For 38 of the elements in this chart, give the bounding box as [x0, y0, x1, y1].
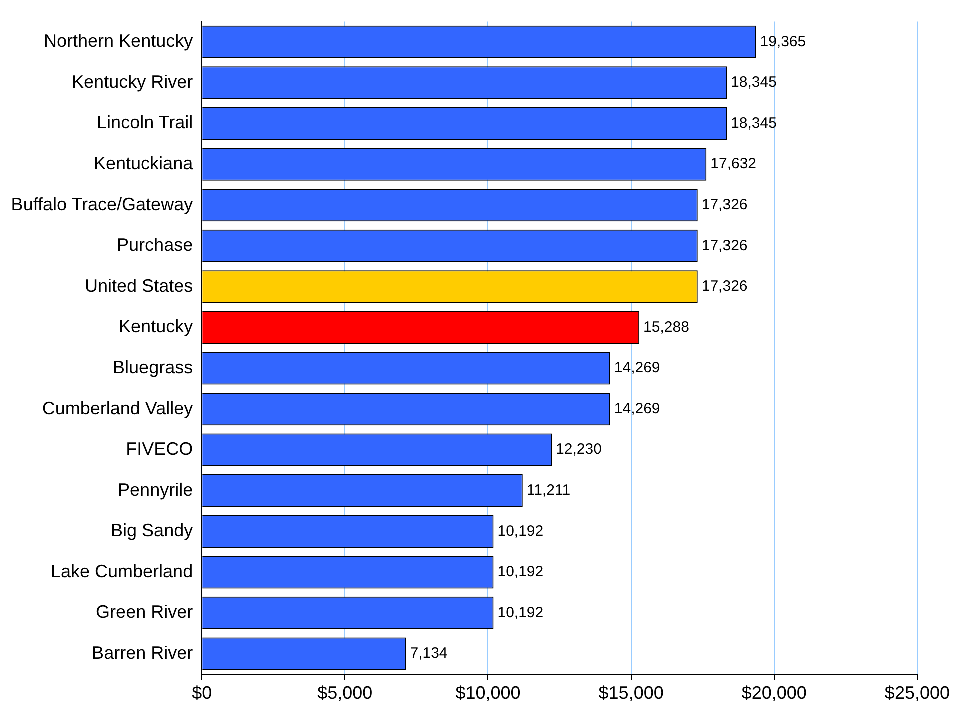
y-tick-label: Northern Kentucky [44, 31, 194, 52]
data-label: 17,632 [710, 156, 757, 173]
data-label: 18,345 [731, 114, 777, 132]
data-label: 15,288 [644, 318, 690, 336]
y-tick-label: Green River [96, 602, 194, 622]
data-label: 10,192 [498, 604, 544, 622]
data-label: 10,192 [498, 522, 544, 540]
y-tick-label: Buffalo Trace/Gateway [11, 194, 194, 214]
data-label: 17,326 [702, 237, 748, 254]
y-tick-label: Lincoln Trail [97, 112, 194, 133]
y-tick-label: FIVECO [126, 439, 194, 460]
x-tick-label: $25,000 [884, 683, 950, 704]
data-label: 17,326 [702, 278, 748, 296]
data-label: 12,230 [556, 441, 602, 458]
x-tick-label: $15,000 [598, 683, 664, 704]
data-label: 19,365 [760, 33, 806, 50]
y-tick-label: Kentuckiana [94, 154, 194, 174]
y-tick-label: Bluegrass [113, 357, 194, 378]
data-label: 14,269 [614, 360, 660, 377]
y-tick-label: Big Sandy [111, 520, 194, 541]
data-label: 7,134 [410, 645, 448, 662]
data-label: 18,345 [731, 74, 777, 92]
x-tick-label: $20,000 [742, 683, 807, 704]
y-tick-label: Kentucky River [72, 72, 194, 92]
y-tick-label: Pennyrile [118, 480, 194, 500]
y-tick-label: Barren River [92, 642, 194, 663]
y-tick-label: Purchase [117, 235, 194, 256]
data-label: 10,192 [498, 564, 544, 581]
y-tick-label: Lake Cumberland [51, 561, 194, 582]
x-tick-label: $0 [192, 683, 212, 704]
y-tick-label: Cumberland Valley [42, 398, 194, 418]
data-label: 14,269 [614, 400, 660, 418]
y-tick-label: Kentucky [119, 316, 194, 337]
x-tick-label: $10,000 [456, 683, 521, 704]
data-label: 17,326 [702, 196, 748, 214]
x-tick-label: $5,000 [318, 683, 373, 704]
y-tick-label: United States [85, 276, 194, 296]
data-label: 11,211 [526, 482, 571, 499]
